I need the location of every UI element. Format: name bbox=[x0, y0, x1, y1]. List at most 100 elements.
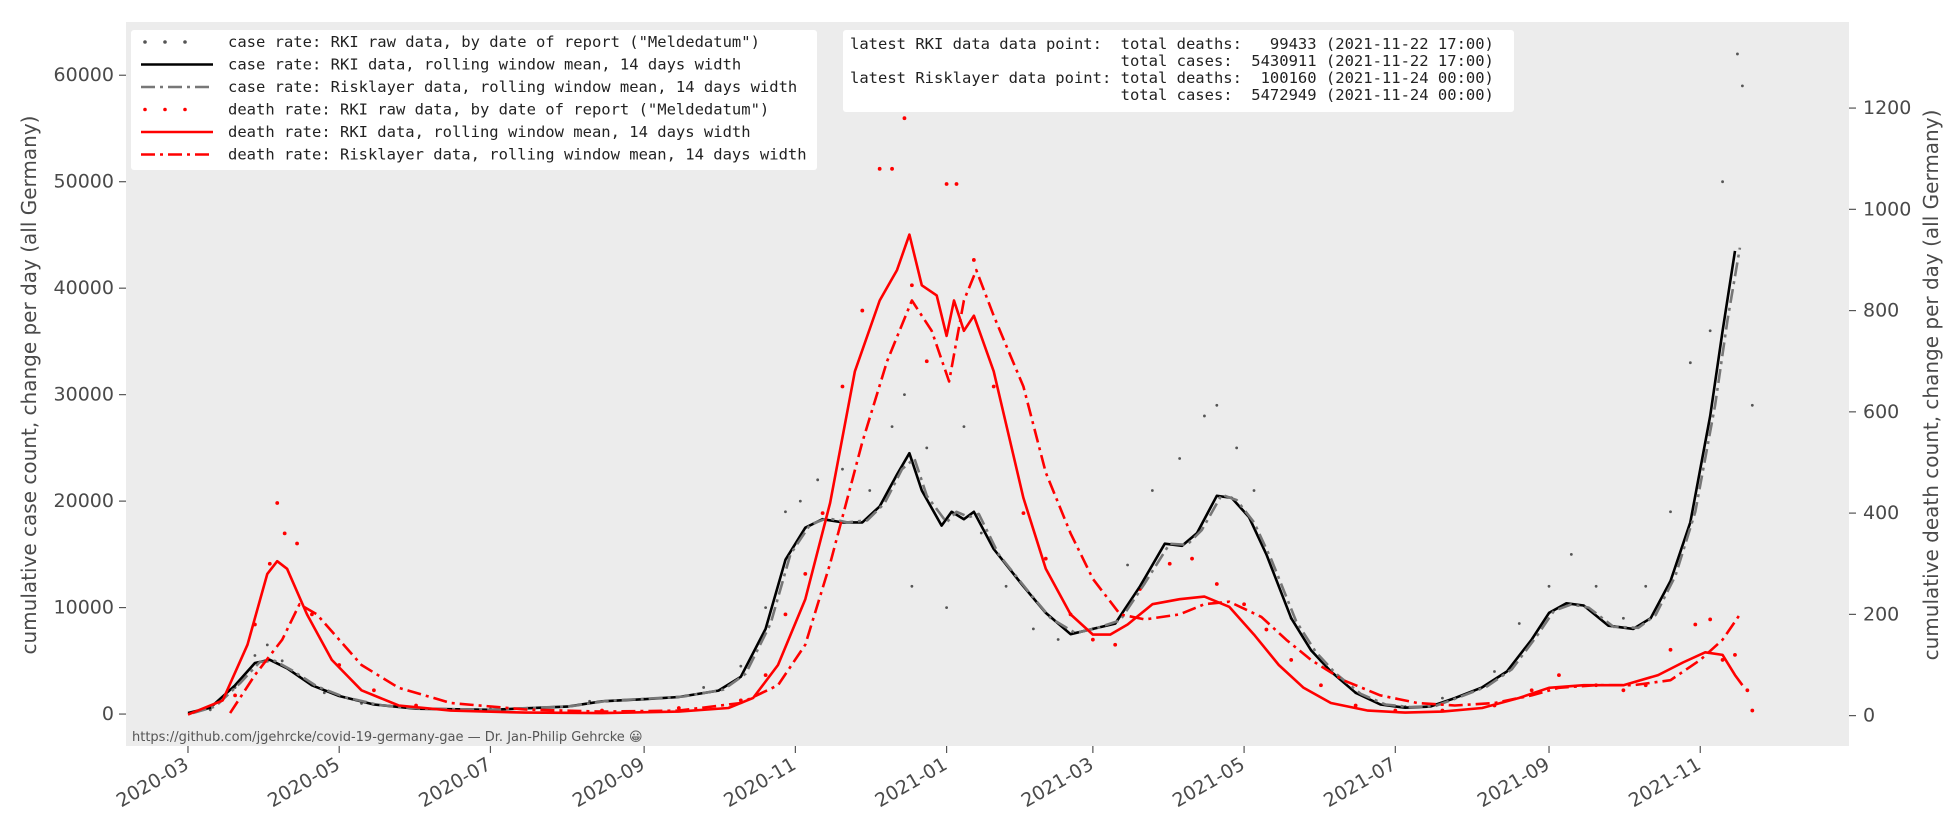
series-point bbox=[322, 691, 326, 695]
annotation-line: latest Risklayer data point: total death… bbox=[850, 69, 1494, 87]
latest-data-annotation: latest RKI data data point: total deaths… bbox=[843, 30, 1514, 112]
legend-marker bbox=[143, 40, 147, 44]
series-point bbox=[1740, 84, 1744, 88]
legend: case rate: RKI raw data, by date of repo… bbox=[131, 30, 817, 170]
y-left-tick-label: 60000 bbox=[54, 64, 114, 86]
annotation-line: total cases: 5472949 (2021-11-24 00:00) bbox=[850, 86, 1494, 104]
series-point bbox=[1569, 552, 1573, 556]
series-point bbox=[1190, 556, 1194, 561]
y-left-tick-label: 50000 bbox=[54, 171, 114, 193]
x-tick-label: 2021-09 bbox=[1474, 753, 1554, 812]
series-point bbox=[1644, 584, 1648, 588]
annotation-line: latest RKI data data point: total deaths… bbox=[850, 35, 1494, 53]
series-point bbox=[1264, 627, 1269, 632]
series-point bbox=[971, 258, 976, 262]
annotation-line: total cases: 5430911 (2021-11-22 17:00) bbox=[850, 52, 1494, 70]
series-point bbox=[1203, 414, 1206, 418]
series-point bbox=[979, 531, 983, 535]
series-point bbox=[1056, 638, 1060, 641]
legend-label: death rate: RKI raw data, by date of rep… bbox=[228, 101, 769, 119]
series-point bbox=[1215, 403, 1219, 407]
series-point bbox=[1750, 403, 1754, 407]
series-point bbox=[1031, 627, 1035, 631]
y-right-tick-label: 1000 bbox=[1863, 198, 1911, 220]
series-point bbox=[1126, 563, 1129, 567]
y-left-tick-label: 10000 bbox=[54, 597, 114, 619]
x-tick-label: 2020-11 bbox=[720, 753, 800, 812]
series-point bbox=[890, 425, 894, 428]
y-left-axis-label: cumulative case count, change per day (a… bbox=[17, 116, 41, 655]
series-point bbox=[1547, 584, 1551, 588]
legend-entry: case rate: Risklayer data, rolling windo… bbox=[141, 78, 797, 96]
legend-label: death rate: RKI data, rolling window mea… bbox=[228, 123, 751, 141]
legend-entry: case rate: RKI raw data, by date of repo… bbox=[143, 33, 760, 51]
series-point bbox=[1557, 673, 1561, 678]
series-point bbox=[1178, 457, 1182, 460]
series-point bbox=[840, 384, 845, 389]
series-point bbox=[764, 606, 768, 609]
series-point bbox=[860, 308, 865, 313]
series-point bbox=[1621, 616, 1625, 620]
series-point bbox=[1720, 658, 1725, 662]
x-tick-label: 2021-01 bbox=[871, 753, 951, 812]
x-tick-label: 2020-05 bbox=[264, 753, 344, 812]
series-point bbox=[820, 511, 825, 516]
series-point bbox=[945, 606, 948, 609]
series-point bbox=[1621, 688, 1626, 693]
series-point bbox=[902, 116, 907, 121]
series-point bbox=[925, 446, 929, 450]
series-point bbox=[295, 541, 299, 546]
series-point bbox=[1693, 622, 1698, 627]
series-point bbox=[909, 283, 914, 288]
x-tick-label: 2021-05 bbox=[1169, 753, 1249, 812]
series-point bbox=[280, 659, 284, 663]
series-point bbox=[253, 654, 257, 657]
x-tick-label: 2020-03 bbox=[113, 753, 193, 812]
series-point bbox=[1167, 561, 1172, 566]
y-right-tick-label: 1200 bbox=[1863, 97, 1911, 119]
legend-entry: death rate: RKI raw data, by date of rep… bbox=[143, 101, 769, 119]
y-right-axis-label: cumulative death count, change per day (… bbox=[1919, 110, 1943, 661]
series-point bbox=[265, 643, 269, 647]
series-point bbox=[924, 359, 929, 364]
series-point bbox=[1021, 511, 1026, 516]
legend-entry: case rate: RKI data, rolling window mean… bbox=[141, 56, 741, 74]
y-right-tick-label: 600 bbox=[1863, 401, 1899, 423]
x-tick-label: 2021-11 bbox=[1625, 753, 1705, 812]
legend-marker bbox=[183, 107, 187, 112]
series-point bbox=[1353, 703, 1358, 708]
series-point bbox=[267, 561, 272, 566]
series-point bbox=[803, 571, 808, 576]
y-left-tick-label: 40000 bbox=[54, 277, 114, 299]
series-point bbox=[1214, 582, 1219, 586]
series-point bbox=[890, 166, 894, 171]
series-point bbox=[1736, 52, 1739, 56]
series-point bbox=[282, 531, 287, 536]
x-tick-label: 2021-07 bbox=[1320, 753, 1400, 812]
credit-text: https://github.com/jgehrcke/covid-19-ger… bbox=[132, 730, 643, 745]
series-point bbox=[841, 467, 844, 471]
annotation-box bbox=[843, 30, 1514, 112]
legend-marker bbox=[183, 40, 187, 44]
series-point bbox=[1745, 688, 1750, 693]
legend-entry: death rate: RKI data, rolling window mea… bbox=[141, 123, 751, 141]
series-point bbox=[1090, 637, 1095, 642]
x-tick-label: 2020-07 bbox=[415, 753, 495, 812]
series-line bbox=[187, 250, 1737, 715]
y-left-tick-label: 30000 bbox=[54, 384, 114, 406]
series-point bbox=[816, 478, 820, 482]
series-layer bbox=[187, 52, 1755, 716]
series-point bbox=[1594, 584, 1598, 588]
series-line bbox=[192, 247, 1742, 715]
series-point bbox=[1708, 329, 1712, 333]
series-point bbox=[1668, 647, 1673, 652]
series-point bbox=[763, 673, 768, 678]
series-point bbox=[1004, 584, 1008, 588]
series-point bbox=[783, 612, 788, 617]
series-point bbox=[1113, 642, 1118, 647]
series-point bbox=[702, 686, 706, 689]
series-point bbox=[877, 166, 882, 171]
series-point bbox=[903, 393, 906, 397]
series-point bbox=[944, 182, 949, 186]
legend-label: death rate: Risklayer data, rolling wind… bbox=[228, 146, 807, 164]
